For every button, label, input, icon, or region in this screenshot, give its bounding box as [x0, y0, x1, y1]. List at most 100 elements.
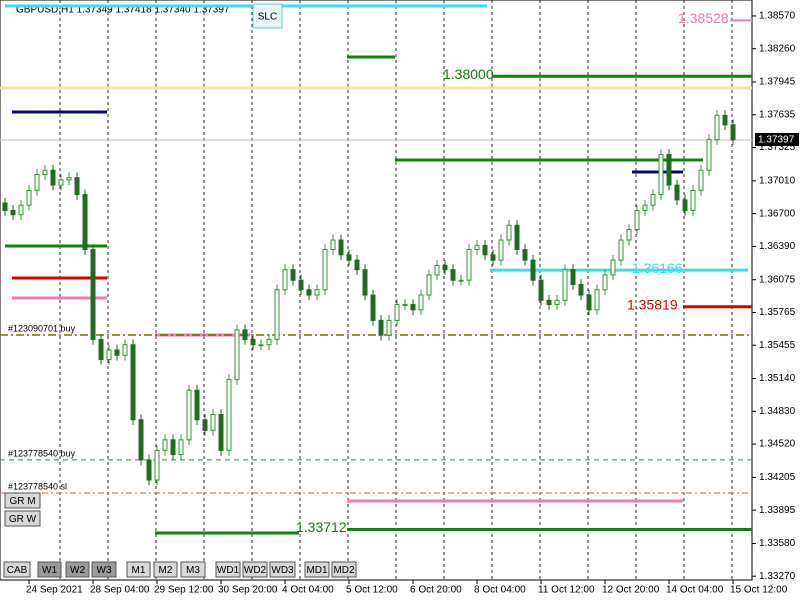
button-bg — [126, 561, 151, 578]
candle-body — [610, 259, 616, 276]
candle-body — [426, 274, 432, 296]
x-tick-label: 12 Oct 20:00 — [602, 585, 660, 596]
x-tick-label: 11 Oct 12:00 — [538, 585, 595, 596]
x-tick-label: 4 Oct 04:00 — [282, 585, 334, 596]
candle-body — [338, 239, 344, 256]
y-tick-label: 1.34830 — [759, 406, 796, 417]
button[interactable]: SLC — [252, 3, 283, 29]
candle-body — [130, 344, 136, 421]
y-tick-label: 1.33580 — [759, 538, 796, 549]
candle-body — [154, 449, 160, 481]
candle-body — [378, 319, 384, 336]
y-tick-label: 1.33270 — [759, 571, 796, 582]
y-tick-label: 1.36700 — [759, 208, 796, 219]
x-tick-label: 28 Sep 04:00 — [90, 585, 150, 596]
button-label: MD1 — [306, 565, 328, 576]
candle-body — [34, 174, 40, 191]
y-tick-label: 1.36075 — [759, 274, 796, 285]
candle-body — [362, 269, 368, 296]
x-tick-label: 15 Oct 12:00 — [730, 585, 788, 596]
button[interactable]: MD1 — [304, 561, 330, 578]
button-bg — [153, 561, 178, 578]
button[interactable]: W3 — [91, 561, 117, 578]
button-label: SLC — [258, 12, 277, 23]
button-bg — [3, 561, 31, 578]
candle-body — [490, 254, 496, 261]
candle-body — [18, 204, 24, 216]
candle-body — [42, 169, 48, 176]
candle-body — [226, 379, 232, 451]
button-label: M1 — [132, 565, 146, 576]
y-tick-label: 1.35765 — [759, 307, 796, 318]
button-label: CAB — [7, 565, 28, 576]
button[interactable]: M2 — [153, 561, 178, 578]
candle-body — [458, 279, 464, 282]
candle-body — [210, 413, 216, 431]
button-bg — [65, 561, 90, 578]
current-price-box — [755, 132, 799, 146]
candle-body — [138, 419, 144, 461]
candle-body — [298, 279, 304, 291]
button[interactable]: WD1 — [215, 561, 241, 578]
candle-body — [690, 189, 696, 211]
candle-body — [250, 338, 256, 346]
candle-body — [506, 224, 512, 241]
button-bg — [242, 561, 268, 578]
x-tick-label: 6 Oct 20:00 — [410, 585, 462, 596]
candle-body — [714, 114, 720, 141]
candle-body — [274, 289, 280, 340]
candle-body — [314, 289, 320, 296]
current-price-label: 1.37397 — [758, 135, 795, 146]
level-label: 1.33712 — [296, 519, 347, 535]
button[interactable]: GR W — [4, 510, 41, 527]
y-tick-label: 1.33895 — [759, 505, 796, 516]
candle-body — [698, 169, 704, 191]
level-label: 1.36166 — [632, 260, 683, 276]
button[interactable]: WD2 — [242, 561, 268, 578]
candle-body — [178, 439, 184, 456]
candle-body — [682, 199, 688, 211]
candle-body — [90, 249, 96, 340]
button-bg — [269, 561, 296, 578]
candle-body — [26, 189, 32, 206]
candle-body — [578, 283, 584, 296]
button[interactable]: W2 — [65, 561, 90, 578]
y-tick-label: 1.34520 — [759, 439, 796, 450]
candle-body — [114, 349, 120, 356]
candle-body — [218, 413, 224, 451]
candle-body — [266, 338, 272, 346]
candle-body — [546, 299, 552, 306]
candle-body — [706, 139, 712, 171]
candle-body — [234, 329, 240, 381]
y-tick-label: 1.37635 — [759, 109, 796, 120]
button-bg — [180, 561, 206, 578]
candle-body — [730, 124, 736, 141]
candle-body — [466, 249, 472, 281]
candle-body — [442, 264, 448, 271]
button[interactable]: W1 — [37, 561, 62, 578]
candle-body — [290, 269, 296, 281]
y-tick-label: 1.38260 — [759, 43, 796, 54]
button[interactable]: M3 — [180, 561, 206, 578]
candle-body — [650, 194, 656, 206]
candle-body — [642, 204, 648, 211]
y-tick-label: 1.38570 — [759, 11, 796, 22]
candle-body — [450, 269, 456, 281]
button[interactable]: CAB — [3, 561, 31, 578]
candle-body — [658, 153, 664, 196]
button[interactable]: WD3 — [269, 561, 296, 578]
button-label: W2 — [70, 565, 85, 576]
button-label: GR M — [9, 496, 35, 507]
y-tick-label: 1.35455 — [759, 340, 796, 351]
x-tick-label: 30 Sep 20:00 — [218, 585, 278, 596]
button[interactable]: GR M — [4, 492, 41, 509]
button[interactable]: M1 — [126, 561, 151, 578]
chart-title: GBPUSD,H1 1.37349 1.37418 1.37340 1.3739… — [16, 5, 230, 16]
candle-body — [354, 259, 360, 271]
button-bg — [215, 561, 241, 578]
button[interactable]: MD2 — [331, 561, 357, 578]
y-tick-label: 1.34205 — [759, 472, 796, 483]
x-tick-label: 5 Oct 12:00 — [346, 585, 398, 596]
candle-body — [594, 289, 600, 311]
x-tick-label: 29 Sep 12:00 — [154, 585, 214, 596]
